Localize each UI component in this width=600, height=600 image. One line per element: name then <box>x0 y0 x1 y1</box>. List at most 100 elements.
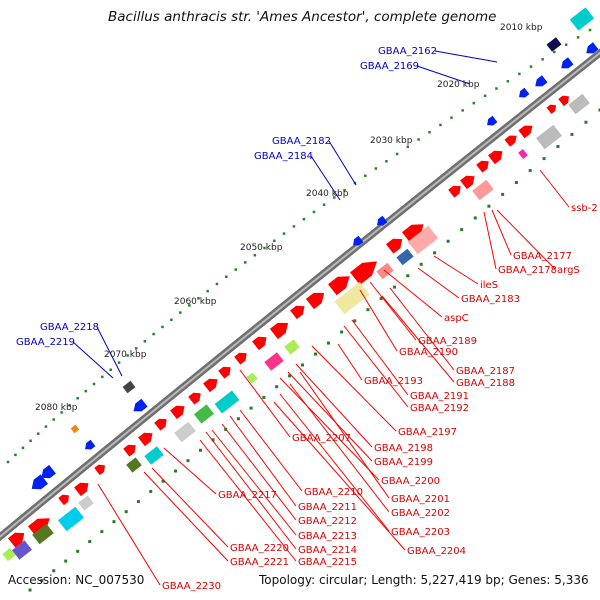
red-leader-line <box>539 169 570 208</box>
red-gene-label: GBAA_2183 <box>461 294 520 305</box>
red-gene-label: GBAA_2204 <box>407 546 466 557</box>
blue-leader-line <box>328 140 357 186</box>
red-leader-line <box>239 409 303 492</box>
inner-scale-dot <box>161 479 165 483</box>
scale-dot <box>483 94 487 98</box>
inner-scale-dot <box>149 489 153 493</box>
inner-scale-dot <box>288 374 292 378</box>
scale-dot <box>179 311 182 314</box>
inner-scale-dot <box>28 588 32 592</box>
scale-dot <box>21 446 25 450</box>
red-leader-line <box>221 423 297 521</box>
gene-features <box>2 7 599 562</box>
inner-scale-dot <box>236 417 240 421</box>
red-gene-label: argS <box>557 265 580 276</box>
inner-scale-dot <box>487 204 491 208</box>
feature-category-box <box>126 457 142 473</box>
blue-leader-line <box>434 50 498 63</box>
forward-gene-arrow <box>218 366 231 379</box>
feature-category-box <box>32 523 54 545</box>
inner-scale-dot <box>76 549 80 553</box>
scale-dot <box>506 79 510 83</box>
forward-gene-arrow <box>504 135 517 147</box>
red-leader-line <box>369 281 417 341</box>
forward-gene-arrow <box>28 518 50 538</box>
scale-dot <box>44 425 48 428</box>
inner-scale-dot <box>211 438 215 442</box>
feature-category-box <box>264 352 284 371</box>
feature-category-box <box>174 421 196 443</box>
forward-gene-arrow <box>350 261 378 285</box>
red-gene-label: GBAA_2207 <box>292 433 351 444</box>
scale-label: 2050 kbp <box>240 243 283 253</box>
red-gene-label: ileS <box>480 280 498 291</box>
genome-summary-text: Topology: circular; Length: 5,227,419 bp… <box>259 573 589 587</box>
forward-gene-arrow <box>290 305 305 320</box>
red-gene-label: GBAA_2230 <box>162 581 221 592</box>
blue-leader-line <box>416 65 471 85</box>
blue-leader-line <box>96 326 123 377</box>
red-leader-line <box>337 343 363 381</box>
red-gene-label: GBAA_2215 <box>298 557 357 568</box>
reverse-gene-arrow <box>561 57 574 69</box>
red-leader-line <box>295 363 373 448</box>
inner-scale-dot <box>136 500 140 504</box>
scale-dot <box>234 268 237 271</box>
inner-scale-dot <box>473 216 477 220</box>
scale-dot <box>564 43 568 46</box>
red-gene-label: GBAA_2220 <box>230 543 289 554</box>
feature-category-box <box>12 540 32 560</box>
inner-scale-dot <box>327 341 331 345</box>
inner-scale-dot <box>406 274 410 278</box>
red-leader-line <box>229 415 297 507</box>
forward-gene-arrow <box>94 464 105 476</box>
scale-dot <box>428 130 431 134</box>
scale-dot <box>76 396 79 400</box>
scale-dot <box>302 217 306 221</box>
scale-dot <box>170 318 173 322</box>
red-leader-line <box>163 447 217 495</box>
scale-dot <box>6 460 10 464</box>
red-gene-label: GBAA_2200 <box>381 476 440 487</box>
inner-scale-dot <box>542 157 546 161</box>
red-gene-label: GBAA_2191 <box>410 391 469 402</box>
red-gene-label: GBAA_2212 <box>298 516 357 527</box>
forward-gene-arrow <box>170 405 185 420</box>
feature-category-box <box>472 179 494 201</box>
red-leader-line <box>211 429 297 536</box>
feature-category-box <box>396 248 414 266</box>
scale-dot <box>529 65 533 68</box>
forward-gene-arrow <box>234 352 247 365</box>
red-leader-line <box>343 325 409 408</box>
forward-gene-arrow <box>123 444 136 457</box>
inner-scale-dot <box>174 469 178 473</box>
scale-dot <box>282 232 286 235</box>
reverse-gene-arrow <box>535 75 548 87</box>
scale-label: 2060 kbp <box>174 297 217 307</box>
feature-category-box <box>70 424 80 434</box>
red-gene-label: GBAA_2213 <box>298 531 357 542</box>
scale-tick-dots <box>6 28 600 592</box>
red-gene-label: GBAA_2188 <box>456 378 515 389</box>
genome-title: Bacillus anthracis str. 'Ames Ancestor',… <box>108 9 497 25</box>
scale-dot <box>161 325 164 329</box>
feature-category-box <box>214 390 240 414</box>
red-leader-line <box>151 467 229 548</box>
reverse-gene-arrow <box>377 215 388 226</box>
blue-gene-label: GBAA_2182 <box>272 136 331 147</box>
inner-scale-dot <box>514 181 518 185</box>
forward-gene-arrow <box>188 392 201 405</box>
scale-dot <box>134 347 138 350</box>
forward-gene-arrow <box>58 494 69 506</box>
scale-dot <box>374 167 378 170</box>
red-leader-line <box>417 267 460 299</box>
inner-scale-dot <box>40 578 44 582</box>
scale-dot <box>518 72 521 76</box>
reverse-gene-arrow <box>487 115 498 126</box>
reverse-gene-arrow <box>31 474 48 490</box>
scale-dot <box>343 189 346 192</box>
scale-dot <box>461 109 464 112</box>
scale-dot <box>322 203 326 206</box>
red-leader-line <box>311 345 397 432</box>
